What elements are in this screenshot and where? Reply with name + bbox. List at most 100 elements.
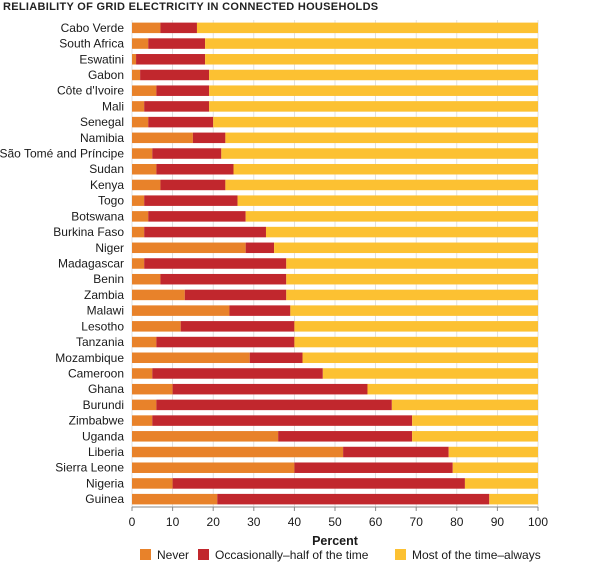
category-label: Sudan	[89, 162, 124, 176]
bar-segment	[225, 132, 538, 144]
bar-segment	[148, 38, 206, 49]
bar-segment	[132, 352, 250, 364]
bar-segment	[286, 273, 538, 285]
bar-segment	[225, 179, 538, 191]
bar-segment	[132, 478, 173, 489]
bar-segment	[132, 116, 149, 128]
bar-segment	[132, 179, 161, 191]
bar-segment	[132, 132, 193, 144]
bar-segment	[132, 163, 157, 175]
legend-label: Most of the time–always	[412, 548, 541, 562]
category-label: Guinea	[85, 492, 124, 506]
category-label: Côte d'Ivoire	[57, 84, 124, 98]
bar-segment	[152, 368, 323, 379]
category-label: Mali	[102, 99, 124, 113]
x-tick-label: 10	[166, 515, 180, 529]
bar-segment	[294, 321, 538, 332]
bar-segment	[205, 54, 538, 65]
bar-segment	[172, 478, 465, 489]
category-label: São Tomé and Príncipe	[0, 147, 124, 161]
category-label: South Africa	[59, 37, 124, 51]
bar-segment	[132, 399, 157, 411]
category-label: Senegal	[80, 115, 124, 129]
bar-segment	[209, 85, 538, 96]
bar-segment	[209, 101, 538, 112]
bar-segment	[132, 415, 153, 426]
x-tick-label: 50	[328, 515, 342, 529]
bar-segment	[294, 336, 538, 348]
bar-segment	[132, 383, 173, 395]
bar-segment	[213, 116, 538, 128]
bar-segment	[132, 289, 185, 301]
bar-segment	[221, 148, 538, 159]
bar-segment	[148, 116, 214, 128]
bar-segment	[217, 493, 490, 505]
bar-segment	[205, 38, 538, 49]
bar-segment	[160, 179, 226, 191]
legend-swatch	[198, 549, 209, 560]
x-tick-label: 70	[410, 515, 424, 529]
bar-segment	[160, 273, 287, 285]
x-tick-label: 30	[247, 515, 261, 529]
x-tick-label: 90	[491, 515, 505, 529]
bar-segment	[180, 321, 295, 332]
bar-segment	[132, 226, 145, 238]
category-label: Nigeria	[86, 476, 124, 490]
legend-swatch	[140, 549, 151, 560]
bar-segment	[132, 101, 145, 112]
category-label: Liberia	[88, 445, 124, 459]
bar-segment	[144, 195, 238, 206]
category-label: Uganda	[82, 429, 124, 443]
bar-segment	[278, 431, 413, 442]
category-label: Tanzania	[76, 335, 124, 349]
bar-segment	[156, 399, 392, 411]
category-label: Cameroon	[68, 366, 124, 380]
category-label: Namibia	[80, 131, 124, 145]
bar-segment	[156, 85, 210, 96]
bar-segment	[249, 352, 303, 364]
bar-segment	[229, 305, 291, 316]
category-label: Zimbabwe	[69, 414, 125, 428]
bar-segment	[136, 54, 206, 65]
bar-segment	[156, 163, 234, 175]
bar-segment	[132, 336, 157, 348]
bar-segment	[132, 273, 161, 285]
chart-title: RELIABILITY OF GRID ELECTRICITY IN CONNE…	[3, 1, 379, 13]
bar-segment	[184, 289, 287, 301]
bar-segment	[196, 22, 538, 34]
bar-segment	[322, 368, 538, 379]
bar-segment	[286, 258, 538, 269]
bar-segment	[237, 195, 538, 206]
category-label: Gabon	[88, 68, 124, 82]
x-tick-label: 80	[450, 515, 464, 529]
bar-segment	[290, 305, 538, 316]
bar-segment	[172, 383, 368, 395]
bar-segment	[152, 148, 222, 159]
x-tick-label: 60	[369, 515, 383, 529]
bar-segment	[265, 226, 538, 238]
bar-segment	[245, 211, 538, 222]
bar-segment	[132, 195, 145, 206]
bar-segment	[391, 399, 538, 411]
bar-segment	[412, 431, 538, 442]
bar-segment	[144, 226, 266, 238]
bar-segment	[132, 69, 141, 81]
bar-segment	[132, 85, 157, 96]
bar-segment	[448, 446, 538, 458]
category-label: Burundi	[83, 398, 124, 412]
bar-segment	[132, 305, 230, 316]
bar-segment	[144, 101, 210, 112]
category-label: Ghana	[88, 382, 124, 396]
category-label: Madagascar	[58, 257, 124, 271]
bar-segment	[144, 258, 287, 269]
category-label: Mozambique	[55, 351, 124, 365]
bar-segment	[489, 493, 538, 505]
bar-segment	[209, 69, 538, 81]
bar-segment	[452, 462, 538, 473]
bar-segment	[132, 211, 149, 222]
bar-segment	[160, 22, 197, 34]
bar-segment	[132, 242, 246, 254]
bar-segment	[192, 132, 226, 144]
category-label: Malawi	[87, 304, 124, 318]
